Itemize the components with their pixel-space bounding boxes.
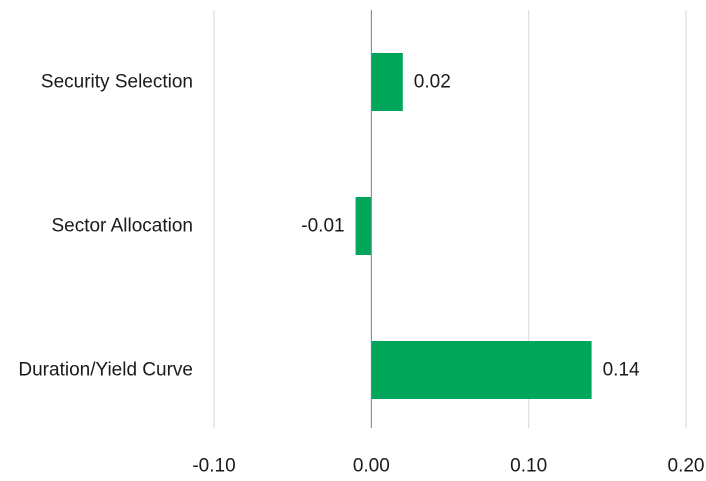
bar-2 xyxy=(371,341,592,399)
x-tick-label-3: 0.20 xyxy=(668,456,705,477)
bar-0 xyxy=(371,53,403,111)
category-label-1: Sector Allocation xyxy=(51,216,193,237)
category-label-0: Security Selection xyxy=(41,72,193,93)
category-label-2: Duration/Yield Curve xyxy=(18,360,193,381)
data-label-0: 0.02 xyxy=(414,72,451,93)
bar-1 xyxy=(355,197,372,255)
data-label-1: -0.01 xyxy=(301,216,344,237)
x-tick-label-1: 0.00 xyxy=(353,456,390,477)
data-label-2: 0.14 xyxy=(603,360,640,381)
x-tick-label-2: 0.10 xyxy=(510,456,547,477)
x-tick-label-0: -0.10 xyxy=(192,456,235,477)
